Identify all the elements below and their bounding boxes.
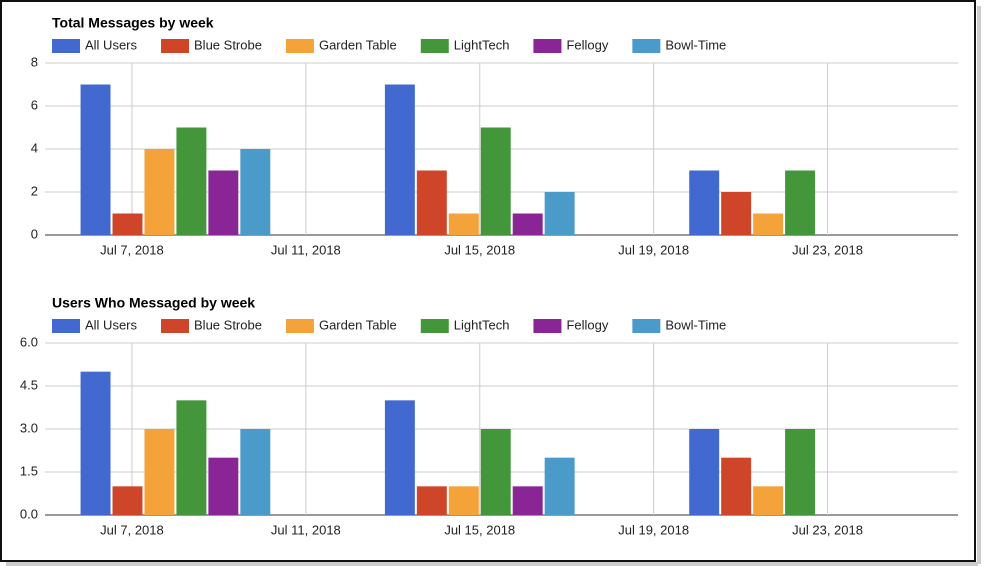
legend-label: Bowl-Time [665,317,726,332]
legend-label: Fellogy [566,317,608,332]
legend-swatch [285,39,314,53]
legend-swatch [632,319,661,333]
legend-swatch [52,39,80,53]
legend-swatch [52,319,80,333]
legend-label: LightTech [454,37,510,52]
bar [384,400,415,515]
bar [416,486,447,515]
bar [753,213,784,235]
bar [112,213,143,235]
bar [448,486,479,515]
legend-label: All Users [85,37,138,52]
bar [144,429,175,515]
bar [144,149,175,235]
bar [80,371,111,515]
bar [785,170,816,235]
x-tick-label: Jul 7, 2018 [100,522,164,537]
y-tick-label: 4.5 [20,377,38,392]
bar [544,192,575,235]
bar [689,429,720,515]
bar [176,400,207,515]
y-tick-label: 0 [31,226,38,241]
bar [480,429,511,515]
legend-label: Blue Strobe [194,37,262,52]
legend-swatch [420,39,449,53]
legend-label: All Users [85,317,138,332]
x-tick-label: Jul 7, 2018 [100,242,164,257]
x-tick-label: Jul 19, 2018 [618,242,689,257]
y-tick-label: 6.0 [20,334,38,349]
x-tick-label: Jul 23, 2018 [792,522,863,537]
bar [512,213,543,235]
legend-label: Garden Table [319,37,397,52]
x-tick-label: Jul 15, 2018 [444,242,515,257]
y-tick-label: 3.0 [20,420,38,435]
legend-swatch [632,39,661,53]
bar [112,486,143,515]
chart-title: Total Messages by week [52,15,214,31]
legend-label: Garden Table [319,317,397,332]
legend-swatch [420,319,449,333]
chart-title: Users Who Messaged by week [52,295,255,311]
bar [448,213,479,235]
x-tick-label: Jul 19, 2018 [618,522,689,537]
bar [512,486,543,515]
bar [721,457,752,515]
legend-swatch [161,39,190,53]
x-tick-label: Jul 23, 2018 [792,242,863,257]
bar [208,170,239,235]
bar [753,486,784,515]
y-tick-label: 4 [31,140,38,155]
bar [416,170,447,235]
bar [80,84,111,235]
bar [544,457,575,515]
y-tick-label: 0.0 [20,506,38,521]
legend-swatch [285,319,314,333]
legend-label: Bowl-Time [665,37,726,52]
bar [689,170,720,235]
bar [480,127,511,235]
legend-swatch [533,319,562,333]
x-tick-label: Jul 11, 2018 [271,242,341,257]
x-tick-label: Jul 15, 2018 [444,522,515,537]
x-tick-label: Jul 11, 2018 [271,522,341,537]
legend-swatch [161,319,190,333]
bar [208,457,239,515]
legend-label: Blue Strobe [194,317,262,332]
y-tick-label: 8 [31,54,38,69]
bar [785,429,816,515]
y-tick-label: 6 [31,97,38,112]
legend-label: LightTech [454,317,510,332]
bar [176,127,207,235]
y-tick-label: 1.5 [20,463,38,478]
bar [384,84,415,235]
bar [240,429,271,515]
legend-swatch [533,39,562,53]
y-tick-label: 2 [31,183,38,198]
legend-label: Fellogy [566,37,608,52]
bar [240,149,271,235]
bar [721,192,752,235]
